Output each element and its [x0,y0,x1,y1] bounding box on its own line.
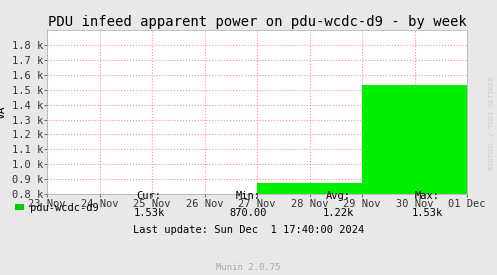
Y-axis label: VA: VA [0,105,6,119]
Text: pdu-wcdc-d9: pdu-wcdc-d9 [30,203,98,213]
Text: Max:: Max: [415,191,440,201]
Text: Min:: Min: [236,191,261,201]
Title: PDU infeed apparent power on pdu-wcdc-d9 - by week: PDU infeed apparent power on pdu-wcdc-d9… [48,15,467,29]
Text: 1.53k: 1.53k [134,208,165,218]
Text: Munin 2.0.75: Munin 2.0.75 [216,263,281,272]
Text: Cur:: Cur: [137,191,162,201]
Text: 1.22k: 1.22k [323,208,353,218]
Text: 1.53k: 1.53k [412,208,443,218]
Text: Avg:: Avg: [326,191,350,201]
Text: 870.00: 870.00 [230,208,267,218]
Text: Last update: Sun Dec  1 17:40:00 2024: Last update: Sun Dec 1 17:40:00 2024 [133,225,364,235]
Text: RRDTOOL / TOBI OETIKER: RRDTOOL / TOBI OETIKER [489,77,495,170]
